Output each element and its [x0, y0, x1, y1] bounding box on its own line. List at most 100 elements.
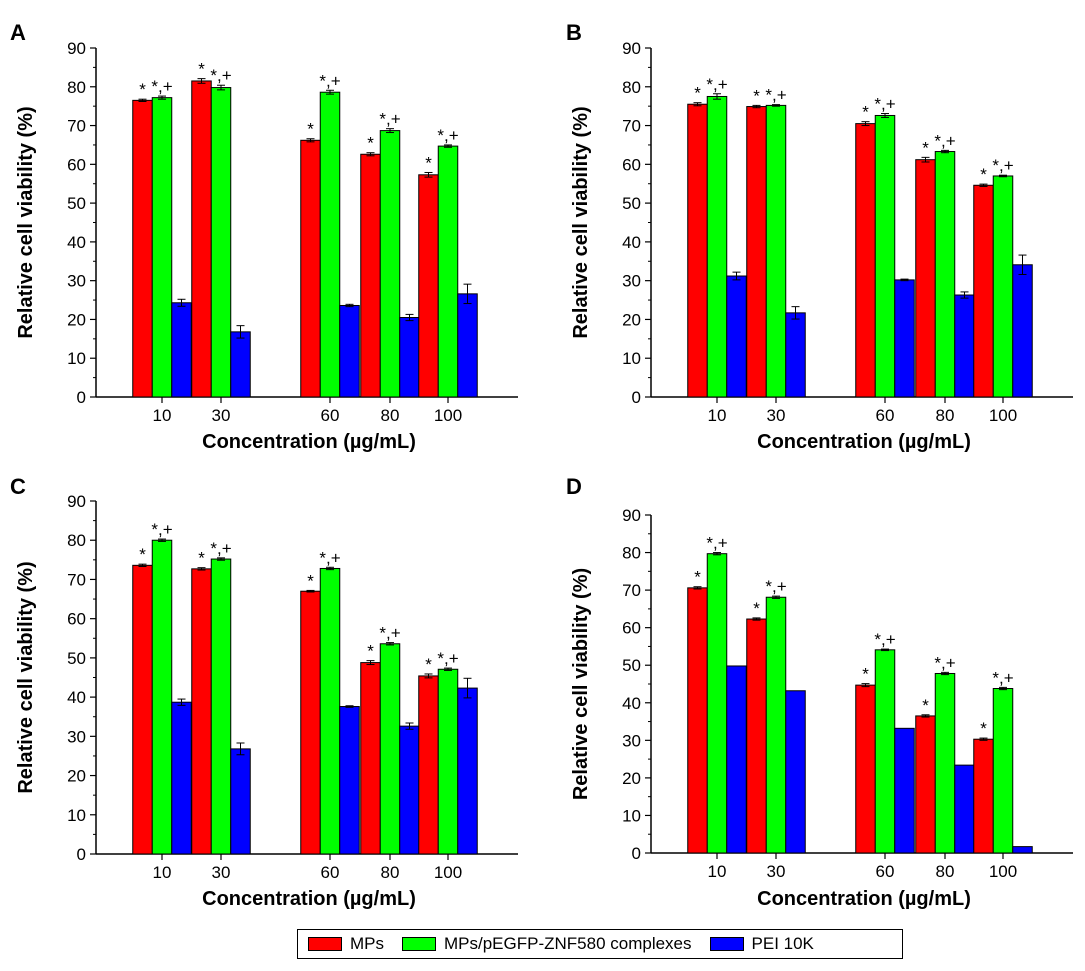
legend: MPs MPs/pEGFP-ZNF580 complexes PEI 10K [297, 929, 903, 959]
significance-label: *,+ [992, 156, 1013, 175]
legend-swatch-pei [709, 937, 744, 951]
bar [132, 564, 153, 855]
significance-label: * [198, 549, 205, 568]
y-tick-label: 80 [622, 78, 641, 97]
y-tick-label: 90 [67, 492, 86, 511]
chart-panel-d: D 0 10 20 30 40 50 60 70 80 90 Relative cell viabil… [566, 474, 1073, 910]
significance-label: * [694, 84, 701, 103]
significance-label: * [198, 60, 205, 79]
x-tick-label: 80 [381, 406, 400, 425]
significance-label: *,+ [934, 653, 955, 672]
x-tick-label: 60 [321, 406, 340, 425]
bar [954, 294, 975, 398]
y-tick-label: 60 [622, 619, 641, 638]
bar [765, 596, 787, 854]
bar [300, 139, 321, 398]
significance-label: *,+ [379, 624, 400, 643]
y-tick-label: 70 [622, 117, 641, 136]
significance-label: *,+ [210, 539, 231, 558]
y-tick-label: 60 [622, 155, 641, 174]
significance-label: *,+ [992, 668, 1013, 687]
legend-item-mps: MPs [308, 934, 384, 954]
y-tick-label: 20 [67, 310, 86, 329]
bar [874, 114, 896, 398]
bar [151, 97, 173, 398]
bar [706, 95, 728, 398]
bar [379, 130, 401, 398]
bar [151, 539, 173, 855]
bar [360, 153, 381, 398]
bar [171, 701, 192, 855]
bar [954, 764, 975, 854]
bar [746, 618, 767, 854]
y-tick-label: 40 [622, 233, 641, 252]
legend-label-pei: PEI 10K [751, 934, 814, 953]
y-tick-label: 0 [632, 844, 641, 863]
bar [934, 672, 956, 854]
significance-label: *,+ [765, 86, 786, 105]
y-tick-label: 40 [67, 233, 86, 252]
bar [855, 123, 876, 398]
x-tick-label: 60 [321, 863, 340, 882]
bar [992, 175, 1014, 398]
significance-label: *,+ [934, 131, 955, 150]
significance-label: *,+ [706, 534, 727, 553]
y-tick-label: 0 [632, 388, 641, 407]
y-tick-label: 90 [622, 39, 641, 58]
significance-label: * [862, 103, 869, 122]
significance-label: *,+ [437, 126, 458, 145]
bar [874, 649, 896, 854]
x-tick-label: 80 [936, 406, 955, 425]
x-tick-label: 60 [876, 862, 895, 881]
x-tick-label: 60 [876, 406, 895, 425]
significance-label: * [367, 134, 374, 153]
y-tick-label: 80 [622, 544, 641, 563]
bar [339, 706, 360, 855]
chart-panel-b: B 0 10 20 30 40 50 60 70 80 90 Relative cell viabil… [566, 20, 1073, 453]
x-tick-label: 10 [708, 862, 727, 881]
bar [437, 145, 459, 398]
y-tick-label: 0 [77, 388, 86, 407]
chart-panel-c: C 0 10 20 30 40 50 60 70 80 90 Relative cell viabil… [10, 474, 518, 910]
bar [855, 684, 876, 854]
bar [171, 302, 192, 398]
y-tick-label: 20 [622, 310, 641, 329]
y-tick-label: 70 [67, 570, 86, 589]
significance-label: *,+ [874, 630, 895, 649]
bar [765, 104, 787, 398]
panel-letter: B [566, 20, 582, 45]
y-tick-label: 0 [77, 845, 86, 864]
y-tick-label: 50 [622, 656, 641, 675]
bar [399, 317, 420, 398]
bar [785, 312, 806, 398]
y-tick-label: 70 [67, 117, 86, 136]
bar [210, 87, 232, 398]
bar [973, 184, 994, 398]
bar [973, 738, 994, 854]
y-tick-label: 80 [67, 78, 86, 97]
significance-label: *,+ [151, 77, 172, 96]
y-tick-label: 40 [67, 688, 86, 707]
x-tick-label: 10 [153, 863, 172, 882]
significance-label: * [367, 642, 374, 661]
bar [687, 587, 708, 854]
bar [230, 331, 251, 398]
bar [230, 748, 251, 855]
bar [399, 725, 420, 855]
significance-label: * [139, 80, 146, 99]
x-tick-label: 30 [212, 863, 231, 882]
bar [319, 91, 341, 398]
significance-label: *,+ [874, 95, 895, 114]
legend-swatch-mps [308, 937, 342, 951]
bar [191, 568, 212, 855]
x-tick-label: 100 [989, 862, 1017, 881]
y-tick-label: 20 [622, 769, 641, 788]
y-tick-label: 50 [67, 649, 86, 668]
y-axis-title: Relative cell viability (%) [15, 561, 37, 793]
x-tick-label: 10 [153, 406, 172, 425]
y-tick-label: 30 [622, 272, 641, 291]
bar [319, 567, 341, 855]
significance-label: * [862, 665, 869, 684]
legend-item-pei: PEI 10K [709, 934, 814, 954]
significance-label: *,+ [210, 66, 231, 85]
